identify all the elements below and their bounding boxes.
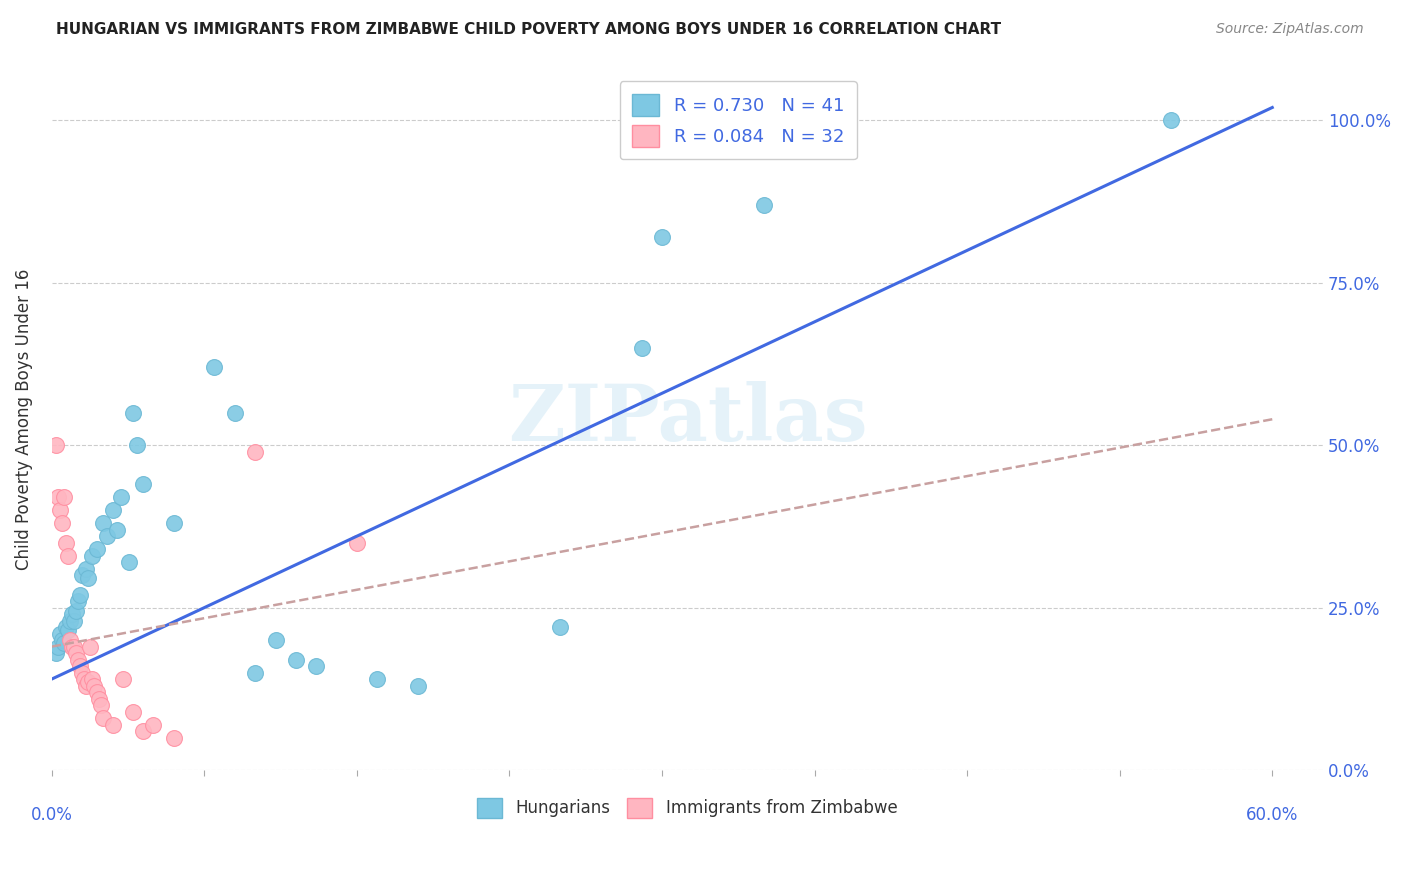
Point — [346, 535, 368, 549]
Point — [72, 665, 94, 680]
Point — [73, 672, 96, 686]
Point — [550, 620, 572, 634]
Point — [366, 672, 388, 686]
Text: HUNGARIAN VS IMMIGRANTS FROM ZIMBABWE CHILD POVERTY AMONG BOYS UNDER 16 CORRELAT: HUNGARIAN VS IMMIGRANTS FROM ZIMBABWE CH… — [56, 22, 1001, 37]
Point — [45, 438, 67, 452]
Point — [65, 646, 87, 660]
Point — [75, 561, 97, 575]
Point — [86, 542, 108, 557]
Point — [56, 624, 79, 638]
Point — [59, 633, 82, 648]
Point — [63, 614, 86, 628]
Point — [132, 477, 155, 491]
Point — [127, 438, 149, 452]
Point — [111, 672, 134, 686]
Point — [406, 679, 429, 693]
Point — [52, 636, 75, 650]
Text: ZIPatlas: ZIPatlas — [508, 381, 868, 458]
Point — [49, 503, 72, 517]
Point — [60, 640, 83, 654]
Point — [101, 503, 124, 517]
Point — [163, 516, 186, 531]
Text: 60.0%: 60.0% — [1246, 805, 1299, 823]
Point — [59, 614, 82, 628]
Point — [101, 717, 124, 731]
Point — [83, 679, 105, 693]
Point — [86, 685, 108, 699]
Point — [122, 406, 145, 420]
Text: 0.0%: 0.0% — [31, 805, 73, 823]
Point — [284, 652, 307, 666]
Point — [63, 640, 86, 654]
Point — [79, 640, 101, 654]
Point — [51, 633, 73, 648]
Point — [87, 691, 110, 706]
Point — [142, 717, 165, 731]
Point — [60, 607, 83, 621]
Y-axis label: Child Poverty Among Boys Under 16: Child Poverty Among Boys Under 16 — [15, 268, 32, 570]
Legend: Hungarians, Immigrants from Zimbabwe: Hungarians, Immigrants from Zimbabwe — [471, 791, 904, 825]
Point — [46, 640, 69, 654]
Point — [1160, 113, 1182, 128]
Point — [651, 230, 673, 244]
Point — [82, 672, 104, 686]
Point — [96, 529, 118, 543]
Point — [55, 620, 77, 634]
Point — [630, 341, 652, 355]
Point — [65, 604, 87, 618]
Point — [122, 705, 145, 719]
Point — [69, 659, 91, 673]
Point — [45, 646, 67, 660]
Point — [46, 490, 69, 504]
Point — [56, 549, 79, 563]
Point — [305, 659, 328, 673]
Point — [52, 490, 75, 504]
Point — [243, 444, 266, 458]
Point — [51, 516, 73, 531]
Point — [118, 555, 141, 569]
Point — [110, 490, 132, 504]
Point — [67, 594, 90, 608]
Point — [752, 198, 775, 212]
Point — [132, 724, 155, 739]
Point — [69, 588, 91, 602]
Point — [75, 679, 97, 693]
Point — [105, 523, 128, 537]
Point — [243, 665, 266, 680]
Point — [77, 675, 100, 690]
Point — [163, 731, 186, 745]
Point — [77, 571, 100, 585]
Point — [224, 406, 246, 420]
Point — [82, 549, 104, 563]
Point — [55, 535, 77, 549]
Point — [264, 633, 287, 648]
Point — [49, 626, 72, 640]
Point — [90, 698, 112, 712]
Point — [67, 652, 90, 666]
Point — [204, 360, 226, 375]
Point — [72, 568, 94, 582]
Text: Source: ZipAtlas.com: Source: ZipAtlas.com — [1216, 22, 1364, 37]
Point — [91, 516, 114, 531]
Point — [91, 711, 114, 725]
